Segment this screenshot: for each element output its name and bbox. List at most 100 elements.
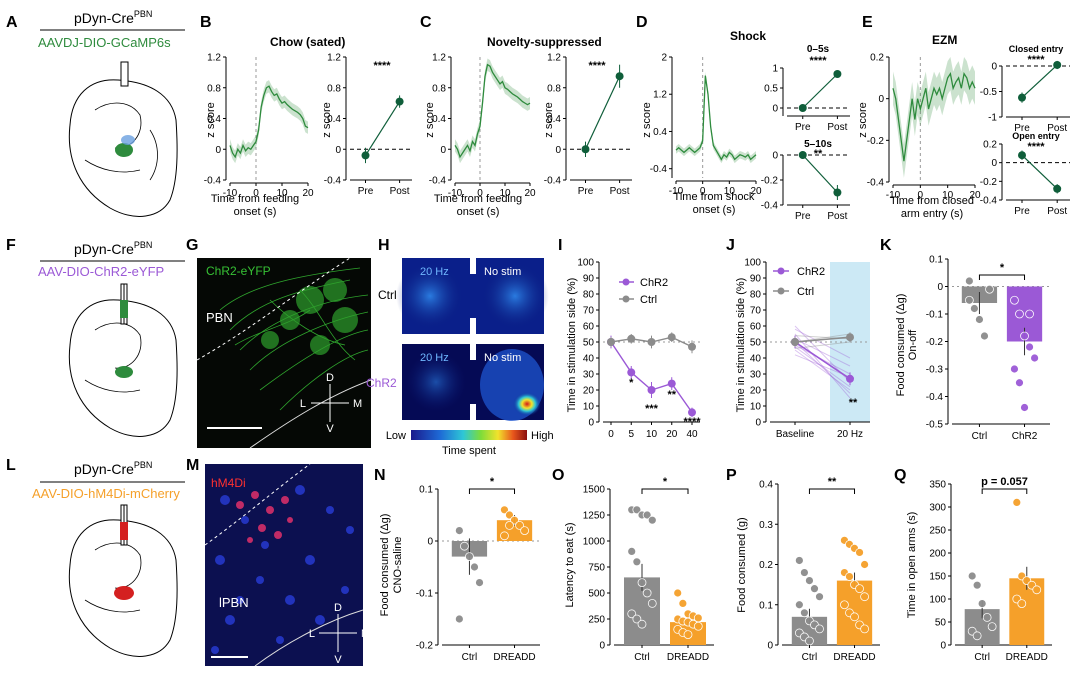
legend-dot-ctrl-j [777,287,785,295]
I-xtick-label-1: 5 [628,429,634,440]
P-dot-1-6 [845,572,854,581]
legend-chr2-i: ChR2 [640,277,668,289]
E-open-xtick-label-0: Pre [1014,206,1030,217]
E-open-ytick-label-0: -0.4 [980,196,998,207]
J-indiv-chr2-3 [794,338,851,367]
construct-a-name: pDyn-Cre [74,10,134,26]
E-closed-ytick-label-1: -0.5 [980,87,998,98]
C-prepost-point-0 [581,145,590,154]
panel-label-m: M [186,457,199,474]
chart-e-closed: -1 -0.5 0 Pre Post [980,60,1070,134]
N-dot-1-0 [500,505,509,515]
Q-dot-0-2 [977,599,987,608]
K-ytick-label-1: -0.4 [926,392,944,403]
xlabel-c: Time from feeding [434,193,522,205]
I-ytick-label-2: 20 [583,386,595,397]
I-ytick-label-6: 60 [583,322,595,333]
virus-l: AAV-DIO-hM4Di-mCherry [32,486,180,501]
O-dot-0-6 [632,557,642,567]
panel-label-f: F [6,237,16,254]
title-b: Chow (sated) [270,35,345,49]
panel-c: C Novelty-suppressed -0.4 0 0.4 0.8 1.2 -10 0 1… [420,14,632,218]
J-ytick-label-4: 40 [750,354,762,365]
panel-n: N -0.2 -0.1 0 0.1 Ctrl DREADD * Food consumed … [374,467,540,663]
B-trace-xtick-label-3: 20 [302,188,314,199]
C-trace-ytick-label-1: 0 [440,145,446,156]
O-dot-0-9 [647,599,657,608]
K-dot-1-4 [1030,353,1039,363]
B-prepost-ytick-label-2: 0.4 [327,114,341,125]
chart-j: 0 10 20 30 40 50 60 70 80 90 100 Baseline 20 Hz ** [744,258,870,440]
Q-dot-0-1 [972,580,982,590]
O-dot-0-5 [627,547,637,556]
heat-blob-ctrl-left [396,262,464,330]
Q-ytick-label-5: 250 [929,526,946,537]
O-dot-1-9 [693,621,703,631]
I-ChR2-point-4 [688,408,696,417]
chart-k: -0.5 -0.4 -0.3 -0.2 -0.1 0 0.1 Ctrl ChR2 * [926,255,1050,442]
J-ytick-label-6: 60 [750,322,762,333]
sig-b: **** [373,60,391,72]
construct-l-sup: PBN [134,460,153,470]
subtitle-d1: 0–5s [807,44,830,55]
E-trace-ytick-label-0: -0.4 [867,178,885,189]
stain-g: ChR2-eYFP [206,264,271,278]
ylabel-d: z score [641,102,653,137]
panel-l: L pDyn-CrePBN AAV-DIO-hM4Di-mCherry [6,457,185,657]
colorbar-high: High [531,430,554,442]
D-0-5-ytick-label-0: 0 [772,104,778,115]
subtitle-e1: Closed entry [1009,44,1064,54]
J-Ctrl-point-0 [791,338,799,346]
I-sig-2: ** [667,389,676,401]
P-xtick-label-0: Ctrl [802,652,818,663]
divider-chr2-top [470,344,476,360]
panel-g: G ChR2-eYFP PBN D V L M [186,237,372,449]
N-xtick-label-0: Ctrl [462,652,478,663]
Q-ytick-label-3: 150 [929,572,946,583]
xlabel-d-2: onset (s) [693,204,736,216]
chart-d-trace: -0.4 0.4 1.2 2 -10 0 10 20 [650,53,762,198]
I-ChR2-point-1 [627,368,636,377]
Q-ytick-label-6: 300 [929,503,946,514]
J-ytick-label-10: 100 [744,258,761,269]
Q-ytick-label-1: 50 [935,618,947,629]
D-trace-xtick-label-2: 10 [724,186,736,197]
B-trace-ytick-label-3: 0.8 [207,83,221,94]
O-dot-1-1 [678,599,688,608]
K-ytick-label-4: -0.1 [926,310,944,321]
I-ytick-label-1: 10 [583,402,595,413]
D-trace-ytick-label-0: -0.4 [650,164,668,175]
brain-section-a [68,61,178,217]
J-ytick-label-2: 20 [750,386,762,397]
title-e: EZM [932,33,957,47]
J-Ctrl-line [794,336,851,343]
K-dot-0-2 [975,315,984,324]
K-sig-text: * [1000,262,1005,274]
D-5-10-xtick-label-1: Post [827,211,847,222]
B-trace-trace-line [229,85,309,159]
P-dot-0-6 [800,608,809,618]
D-trace-xtick-label-3: 20 [750,186,762,197]
P-dot-0-9 [815,624,824,634]
P-dot-0-1 [800,568,809,577]
D-5-10-xtick-label-0: Pre [795,211,811,222]
E-trace-ytick-label-3: 0.2 [870,53,884,64]
construct-l-name: pDyn-Cre [74,461,134,477]
region-g: PBN [206,310,233,325]
hz-ctrl: 20 Hz [420,266,449,278]
colorbar-caption: Time spent [442,445,496,457]
N-dot-0-2 [465,552,474,561]
compass-m [319,614,357,652]
Q-dot-1-0 [1012,497,1022,507]
E-open-ytick-label-1: -0.2 [980,177,998,188]
O-dot-1-0 [673,588,683,598]
E-trace-trace-line [892,71,976,162]
P-ytick-label-4: 0.4 [759,480,773,491]
C-trace-ytick-label-3: 0.8 [432,83,446,94]
O-dot-0-1 [632,505,642,515]
K-dot-1-8 [1025,309,1034,319]
J-ytick-label-3: 30 [750,370,762,381]
C-trace-trace-line [454,63,531,159]
